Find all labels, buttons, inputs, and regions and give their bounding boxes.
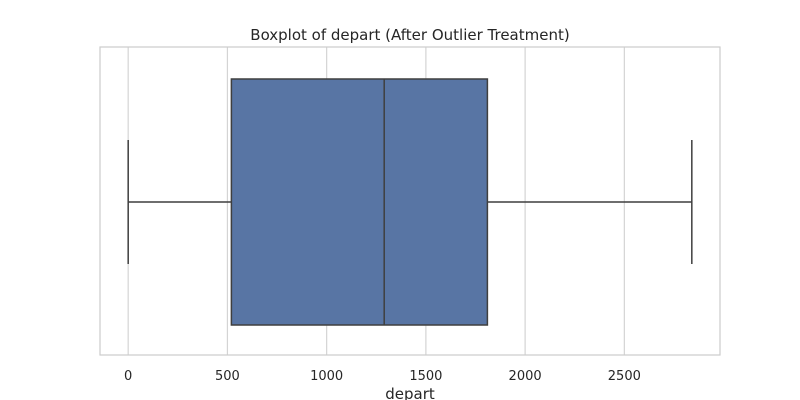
x-tick-label: 0 xyxy=(124,369,132,384)
iqr-box xyxy=(230,78,489,326)
x-tick-label: 500 xyxy=(215,369,240,384)
chart-title: Boxplot of depart (After Outlier Treatme… xyxy=(250,26,569,44)
x-tick-label: 1500 xyxy=(409,369,442,384)
x-tick-label: 2500 xyxy=(608,369,641,384)
x-axis-label: depart xyxy=(385,385,435,400)
x-tick-label: 1000 xyxy=(310,369,343,384)
plot-frame xyxy=(99,46,721,356)
x-tick-label: 2000 xyxy=(509,369,542,384)
x-axis-ticks: 0 500 1000 1500 2000 2500 xyxy=(124,369,641,384)
boxplot xyxy=(127,78,693,326)
